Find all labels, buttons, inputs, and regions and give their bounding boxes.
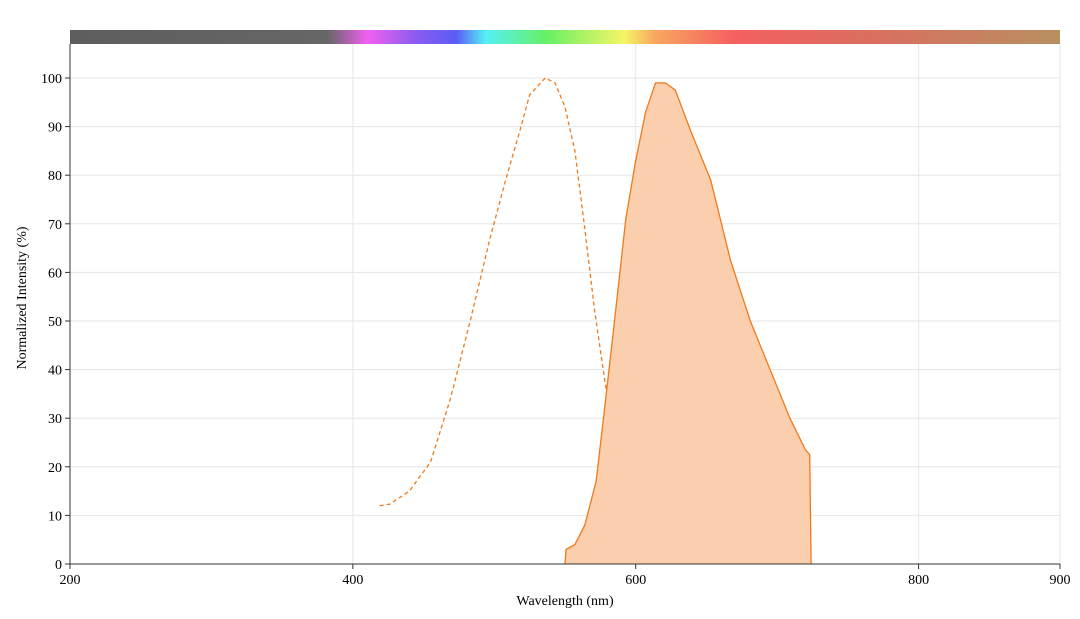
y-tick-label: 40 (48, 364, 62, 379)
y-tick-label: 0 (55, 558, 62, 573)
y-tick-label: 90 (48, 121, 62, 136)
grid: 0 10 20 30 40 50 60 70 80 90 100 200 400 600 800 900 (41, 44, 1071, 588)
y-axis-title: Normalized Intensity (%) (15, 226, 30, 369)
line (564, 82, 812, 565)
y-tick-label: 80 (48, 169, 62, 184)
y-tick-label: 60 (48, 266, 62, 281)
plot (379, 77, 812, 565)
y-tick-label: 30 (48, 412, 62, 427)
y-tick-label: 50 (48, 315, 62, 330)
y-tick-label: 70 (48, 218, 62, 233)
y-tick-label: 100 (41, 72, 62, 87)
x-tick-label: 800 (908, 573, 929, 588)
x-axis-title: Wavelength (nm) (516, 594, 614, 609)
x-tick-label: 200 (60, 573, 81, 588)
spectrum-bar (70, 30, 1060, 44)
x-tick-label: 400 (342, 573, 363, 588)
area (565, 82, 812, 565)
x-tick-label: 900 (1050, 573, 1071, 588)
x-tick-label: 600 (625, 573, 646, 588)
y-tick-label: 20 (48, 461, 62, 476)
y-tick-label: 10 (48, 509, 62, 524)
